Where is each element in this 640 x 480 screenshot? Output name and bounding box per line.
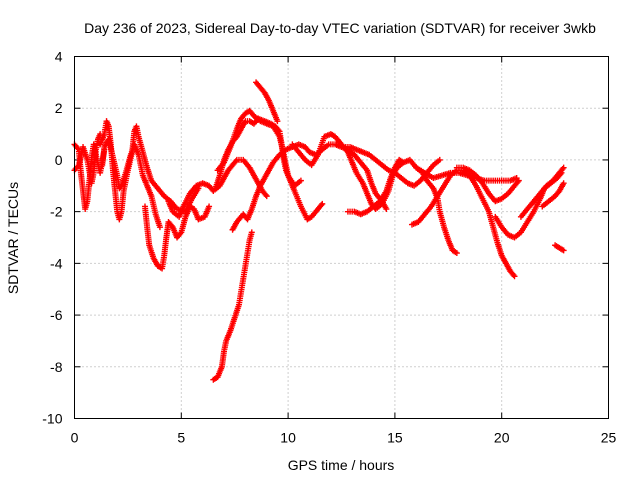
- y-tick-label: -4: [50, 255, 63, 271]
- data-point: [515, 177, 522, 184]
- x-tick-label: 20: [494, 430, 510, 446]
- series-track-5: [141, 203, 213, 272]
- data-point: [560, 164, 567, 171]
- data-point: [511, 273, 518, 280]
- data-point: [436, 156, 443, 163]
- data-point: [400, 159, 407, 166]
- series-track-9: [253, 79, 281, 125]
- series-track-12: [340, 144, 443, 189]
- data-point: [206, 203, 213, 210]
- data-point: [156, 224, 163, 231]
- data-point: [514, 178, 521, 185]
- data-point: [560, 247, 567, 254]
- data-point: [453, 250, 460, 257]
- y-tick-label: 2: [55, 100, 63, 116]
- y-tick-label: 4: [55, 49, 63, 65]
- series-track-6: [165, 156, 270, 220]
- series-track-18: [517, 164, 567, 220]
- data-point: [274, 118, 281, 125]
- data-point: [262, 191, 269, 198]
- x-tick-label: 15: [387, 430, 403, 446]
- y-tick-label: -6: [50, 307, 63, 323]
- data-point: [248, 229, 255, 236]
- data-point: [318, 202, 325, 209]
- data-point: [74, 145, 81, 152]
- grid: [74, 56, 609, 419]
- x-tick-label: 0: [71, 430, 79, 446]
- series-track-13: [344, 156, 407, 218]
- data-marks: [71, 79, 567, 383]
- y-tick-label: -10: [42, 411, 62, 427]
- data-point: [559, 165, 566, 172]
- series-track-16: [453, 164, 522, 205]
- data-point: [74, 163, 81, 170]
- x-tick-label: 25: [601, 430, 617, 446]
- data-point: [297, 177, 304, 184]
- y-axis-label: SDTVAR / TECUs: [5, 182, 21, 294]
- series-track-20: [552, 242, 567, 254]
- data-point: [263, 193, 270, 200]
- y-tick-label: -2: [50, 204, 63, 220]
- y-tick-label: -8: [50, 359, 63, 375]
- data-point: [510, 271, 517, 278]
- series-track-19: [539, 180, 567, 210]
- x-tick-label: 10: [280, 430, 296, 446]
- plot-frame: [74, 56, 609, 419]
- data-point: [168, 222, 175, 229]
- data-point: [560, 180, 567, 187]
- data-point: [232, 158, 239, 165]
- x-tick-label: 5: [177, 430, 185, 446]
- x-axis-label: GPS time / hours: [288, 457, 395, 473]
- data-point: [117, 184, 124, 191]
- data-point: [177, 230, 184, 237]
- series-track-4: [99, 136, 163, 231]
- data-point: [383, 206, 390, 213]
- series-track-21: [210, 229, 255, 383]
- y-tick-label: 0: [55, 152, 63, 168]
- series-track-2: [71, 131, 104, 187]
- data-point: [319, 200, 326, 207]
- series-track-8: [214, 107, 304, 189]
- chart-title: Day 236 of 2023, Sidereal Day-to-day VTE…: [84, 20, 596, 36]
